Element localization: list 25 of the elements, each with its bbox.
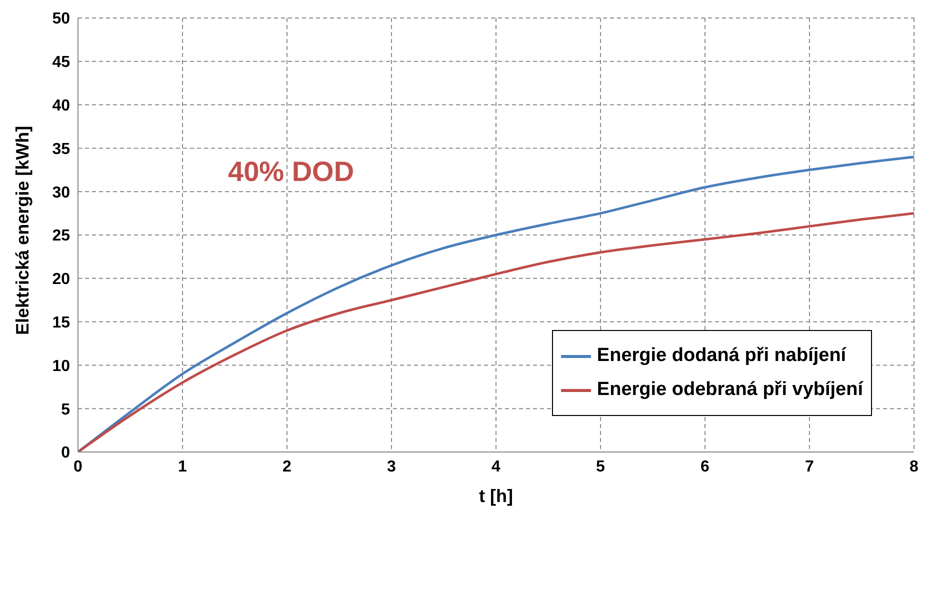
y-tick-label: 0 <box>61 444 70 462</box>
x-tick-label: 7 <box>805 458 814 476</box>
y-tick-label: 20 <box>52 271 70 288</box>
legend-label: Energie dodaná při nabíjení <box>596 345 846 367</box>
x-tick-label: 2 <box>282 458 292 476</box>
y-tick-label: 25 <box>52 228 70 245</box>
x-axis-title: t [h] <box>479 486 513 506</box>
x-tick-label: 1 <box>178 458 188 476</box>
y-tick-label: 45 <box>52 54 70 72</box>
x-tick-label: 3 <box>387 458 396 476</box>
x-tick-label: 0 <box>74 458 83 476</box>
y-tick-label: 10 <box>52 358 70 375</box>
y-tick-label: 35 <box>52 140 70 158</box>
y-tick-label: 40 <box>52 97 70 114</box>
x-tick-label: 5 <box>596 458 606 476</box>
y-tick-label: 5 <box>61 401 70 418</box>
annotation: 40% DOD <box>228 156 354 188</box>
legend-label: Energie odebraná při vybíjení <box>596 379 863 401</box>
x-tick-label: 8 <box>910 458 919 476</box>
x-tick-label: 4 <box>492 458 501 476</box>
y-axis-title: Elektrická energie [kWh] <box>12 126 32 335</box>
x-tick-label: 6 <box>700 458 710 476</box>
y-tick-label: 50 <box>52 10 70 28</box>
y-tick-label: 30 <box>52 184 70 202</box>
y-tick-label: 15 <box>52 314 70 332</box>
